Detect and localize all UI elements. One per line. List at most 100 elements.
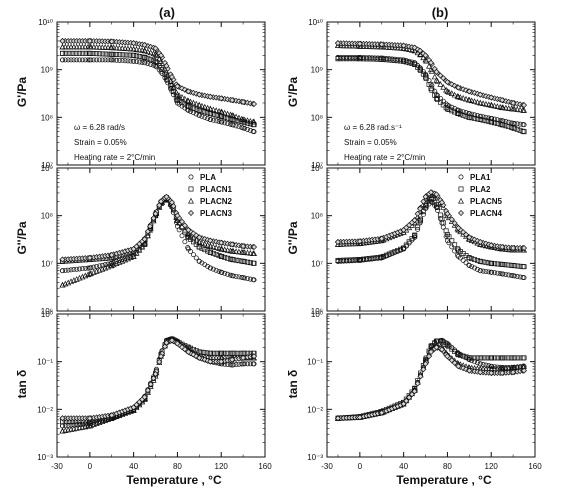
data-point <box>163 193 170 200</box>
annotation-heating-rate: Heating rate = 2°C/min <box>344 153 425 162</box>
data-point <box>521 107 528 113</box>
data-point <box>480 268 486 274</box>
data-point <box>334 42 341 49</box>
data-point <box>411 217 418 224</box>
data-point <box>488 94 495 101</box>
data-point <box>423 74 428 80</box>
data-point <box>395 58 401 64</box>
plot-frame <box>56 313 266 458</box>
data-point <box>363 56 369 62</box>
data-point <box>433 76 440 83</box>
data-point <box>158 353 164 360</box>
data-point <box>494 261 500 267</box>
x-tick-label: -30 <box>51 462 63 471</box>
data-point <box>181 95 188 102</box>
data-point <box>210 111 216 117</box>
data-point <box>369 255 375 261</box>
legend: PLA PLACN1 PLACN2 PLACN3 <box>188 173 233 218</box>
annotations: ω = 6.28 rad.s⁻¹ Strain = 0.05% Heating … <box>344 123 425 162</box>
data-point <box>403 59 409 65</box>
data-point <box>521 129 527 135</box>
data-point <box>492 270 497 276</box>
data-point <box>521 367 528 374</box>
data-point <box>185 97 192 104</box>
data-point <box>128 58 134 64</box>
data-point <box>224 246 231 253</box>
data-point <box>463 95 470 102</box>
data-point <box>196 258 202 264</box>
data-point <box>488 119 494 125</box>
data-point <box>108 44 115 51</box>
data-point <box>153 59 159 65</box>
data-point <box>357 56 363 62</box>
data-point <box>433 68 440 75</box>
data-point <box>142 60 148 66</box>
data-point <box>452 242 458 248</box>
x-tick-label: 80 <box>443 462 452 471</box>
data-point <box>397 44 404 51</box>
data-point <box>251 250 258 257</box>
data-point <box>218 119 224 125</box>
plot-frame <box>326 167 536 312</box>
data-point <box>491 102 498 109</box>
plot-frame <box>326 313 536 458</box>
data-point <box>422 52 429 59</box>
data-point <box>426 353 433 360</box>
data-point <box>406 46 413 52</box>
data-point <box>108 38 115 45</box>
data-point <box>158 52 164 59</box>
data-point <box>208 249 213 255</box>
data-point <box>486 363 492 369</box>
data-point <box>150 217 157 224</box>
data-point <box>251 122 257 128</box>
data-point <box>417 205 424 212</box>
data-point <box>179 218 186 225</box>
data-point <box>494 355 500 361</box>
data-point <box>488 242 495 249</box>
data-point <box>225 121 231 127</box>
data-point <box>193 111 199 117</box>
data-point <box>386 57 392 63</box>
data-point <box>218 358 225 365</box>
data-point <box>148 62 154 67</box>
data-point <box>79 50 85 56</box>
data-point <box>218 245 225 252</box>
data-point <box>201 240 208 247</box>
y-tick-label: 10⁸ <box>311 212 323 221</box>
data-point <box>335 257 341 263</box>
data-point <box>174 212 181 219</box>
data-point <box>240 361 246 367</box>
data-point <box>494 270 500 276</box>
data-point <box>229 241 236 248</box>
data-point <box>88 50 94 56</box>
subplot-axes: 10⁻³ 10⁻² 10⁻¹ 10⁰ -30 0 40 80 120 160 <box>307 310 542 471</box>
data-point <box>335 56 341 62</box>
data-point <box>400 45 407 51</box>
data-point <box>74 266 80 272</box>
data-point <box>463 113 469 119</box>
data-point <box>474 113 480 119</box>
data-point <box>444 342 450 348</box>
data-point <box>207 105 214 112</box>
data-point <box>412 233 418 239</box>
data-point <box>124 45 131 52</box>
data-point <box>440 220 446 226</box>
data-point <box>174 340 181 347</box>
data-point <box>108 412 115 419</box>
data-point <box>59 427 66 434</box>
series-placn3 <box>59 337 258 422</box>
data-point <box>221 246 228 253</box>
legend-marker <box>458 186 464 192</box>
data-point <box>492 355 497 361</box>
data-point <box>455 252 460 258</box>
data-point <box>521 122 527 128</box>
y-tick-label: 10⁸ <box>41 113 53 122</box>
data-point <box>74 50 80 56</box>
data-point <box>113 44 120 51</box>
data-point <box>492 364 497 370</box>
data-point <box>131 252 137 258</box>
data-point <box>205 116 211 121</box>
legend-label: PLACN5 <box>470 197 503 206</box>
data-point <box>400 400 407 407</box>
data-point <box>488 260 494 266</box>
